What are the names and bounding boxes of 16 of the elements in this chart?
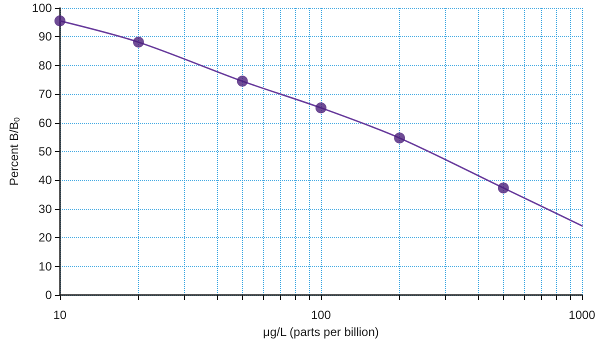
y-tick-label: 50	[38, 144, 52, 158]
y-tick-label: 100	[32, 1, 52, 15]
y-tick-label: 30	[38, 202, 52, 216]
x-tick-label: 100	[310, 308, 332, 322]
y-tick-label: 90	[38, 30, 52, 44]
y-tick-label: 40	[38, 173, 52, 188]
y-tick-label: 10	[38, 259, 52, 274]
y-tick-label: 70	[38, 87, 52, 102]
x-tick-label: 1000	[568, 308, 596, 322]
y-tick-label: 20	[38, 230, 52, 245]
x-tick-label: 10	[53, 308, 67, 322]
y-tick-label: 80	[38, 58, 52, 72]
y-tick-label: 60	[38, 116, 52, 130]
y-axis-title: Percent B/B0	[7, 116, 22, 186]
x-axis-title: μg/L (parts per billion)	[263, 324, 379, 339]
y-tick-label: 0	[45, 288, 52, 302]
